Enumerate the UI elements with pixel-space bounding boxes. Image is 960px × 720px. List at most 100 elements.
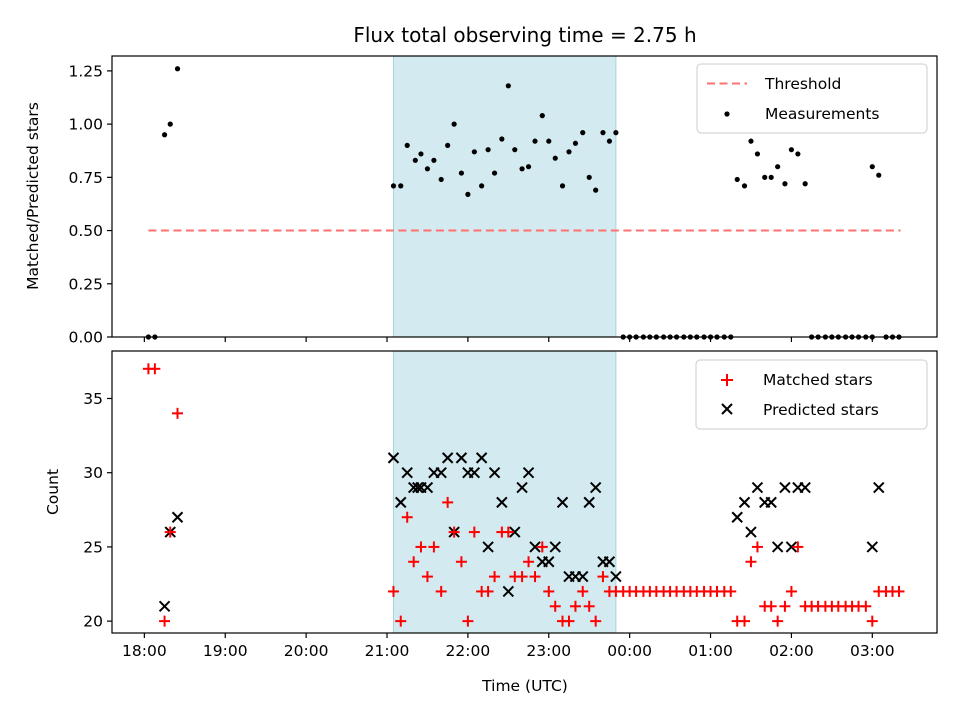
measurement-point (479, 183, 485, 189)
matched-star-point (164, 526, 176, 538)
predicted-stroke (731, 511, 743, 523)
matched-star-point (536, 541, 548, 553)
count-points (142, 363, 905, 627)
top-ytick-label: 1.25 (68, 62, 103, 80)
predicted-star-point (745, 526, 757, 538)
measurement-point (418, 151, 424, 157)
top-ytick-label: 0.25 (68, 275, 103, 293)
measurement-point (485, 147, 491, 153)
measurement-point (471, 149, 477, 155)
matched-star-point (590, 615, 602, 627)
predicted-stroke (866, 541, 879, 553)
measurement-point (593, 187, 599, 193)
predicted-star-point (482, 541, 494, 553)
matched-star-point (765, 600, 777, 612)
predicted-star-point (549, 541, 561, 553)
top-axes-frame (111, 55, 938, 338)
top-panel: 0.00 0.25 0.50 0.75 1.00 1.25 Matched/Predict… (24, 55, 938, 347)
matched-star-point (529, 571, 541, 583)
predicted-star-point (435, 466, 447, 479)
matched-star-point (502, 526, 514, 538)
top-ytick-label: 0.00 (68, 329, 103, 347)
predicted-stroke (583, 496, 595, 509)
matched-star-point (159, 615, 171, 627)
matched-star-point (489, 571, 501, 583)
top-ytick-label: 0.50 (68, 222, 103, 240)
bottom-y-ticks: 20 25 30 35 (83, 390, 112, 631)
top-y-axis-label: Matched/Predicted stars (24, 102, 42, 290)
measurement-point (445, 142, 451, 149)
measurement-point (412, 157, 418, 163)
measurement-point (465, 191, 471, 197)
xtick-label: 02:00 (769, 642, 814, 660)
matched-star-point (448, 526, 460, 538)
measurement-point (512, 147, 518, 153)
predicted-star-point (401, 466, 413, 479)
predicted-stroke (543, 556, 555, 568)
predicted-stroke (468, 466, 481, 479)
measurement-point (613, 130, 619, 136)
predicted-star-point (395, 496, 407, 509)
matched-star-point (792, 541, 804, 553)
measurement-point (748, 138, 754, 144)
matched-star-point (523, 556, 535, 568)
predicted-star-point (603, 556, 616, 568)
matched-star-point (860, 600, 872, 612)
predicted-stroke (765, 496, 777, 509)
measurement-point (795, 151, 801, 157)
predicted-star-point (441, 452, 454, 464)
matched-star-point (583, 600, 595, 612)
matched-star-point (516, 571, 528, 583)
measurement-point (600, 130, 606, 136)
top-legend: Threshold Measurements (696, 63, 928, 134)
predicted-stroke (738, 496, 751, 509)
predicted-star-point (171, 511, 184, 523)
predicted-stroke (771, 541, 784, 553)
measurement-point (559, 183, 566, 189)
predicted-star-point (529, 541, 541, 553)
predicted-stroke (751, 481, 764, 494)
predicted-stroke (475, 452, 488, 464)
xtick-label: 23:00 (526, 642, 571, 660)
predicted-stroke (482, 541, 494, 553)
predicted-star-point (455, 452, 468, 464)
matched-star-point (569, 600, 581, 612)
xtick-label: 03:00 (850, 642, 895, 660)
predicted-star-point (387, 452, 400, 464)
matched-star-point (751, 541, 763, 553)
measurement-point (580, 130, 586, 136)
measurement-point (572, 140, 579, 146)
legend-threshold-label: Threshold (764, 75, 841, 93)
predicted-star-point (577, 570, 589, 583)
xtick-label: 22:00 (446, 642, 491, 660)
bottom-legend-box (695, 359, 928, 430)
predicted-stroke (549, 541, 561, 553)
predicted-star-point (583, 496, 595, 509)
predicted-stroke (421, 481, 434, 494)
measurement-point (499, 136, 505, 142)
predicted-stroke (522, 466, 535, 479)
predicted-star-point (771, 541, 784, 553)
measurement-point (586, 174, 592, 180)
predicted-star-point (731, 511, 743, 523)
top-shaded-span (392, 55, 617, 338)
predicted-star-point (509, 526, 521, 538)
predicted-stroke (488, 466, 501, 479)
predicted-stroke (577, 570, 589, 583)
predicted-stroke (745, 526, 757, 538)
predicted-star-point (496, 496, 508, 509)
measurement-point (167, 121, 173, 127)
legend-predicted-swatch (721, 403, 733, 415)
predicted-star-point (468, 466, 481, 479)
matched-star-point (866, 615, 878, 627)
measurement-point (539, 113, 545, 119)
predicted-stroke (799, 481, 811, 494)
legend-matched-swatch (721, 374, 733, 386)
x-axis-label: Time (UTC) (481, 677, 568, 695)
measurement-point (775, 164, 781, 170)
xtick-label: 18:00 (122, 642, 167, 660)
matched-star-point (408, 556, 420, 568)
matched-star-point (549, 600, 561, 612)
matched-star-point (428, 541, 440, 553)
measurement-point (404, 142, 410, 149)
